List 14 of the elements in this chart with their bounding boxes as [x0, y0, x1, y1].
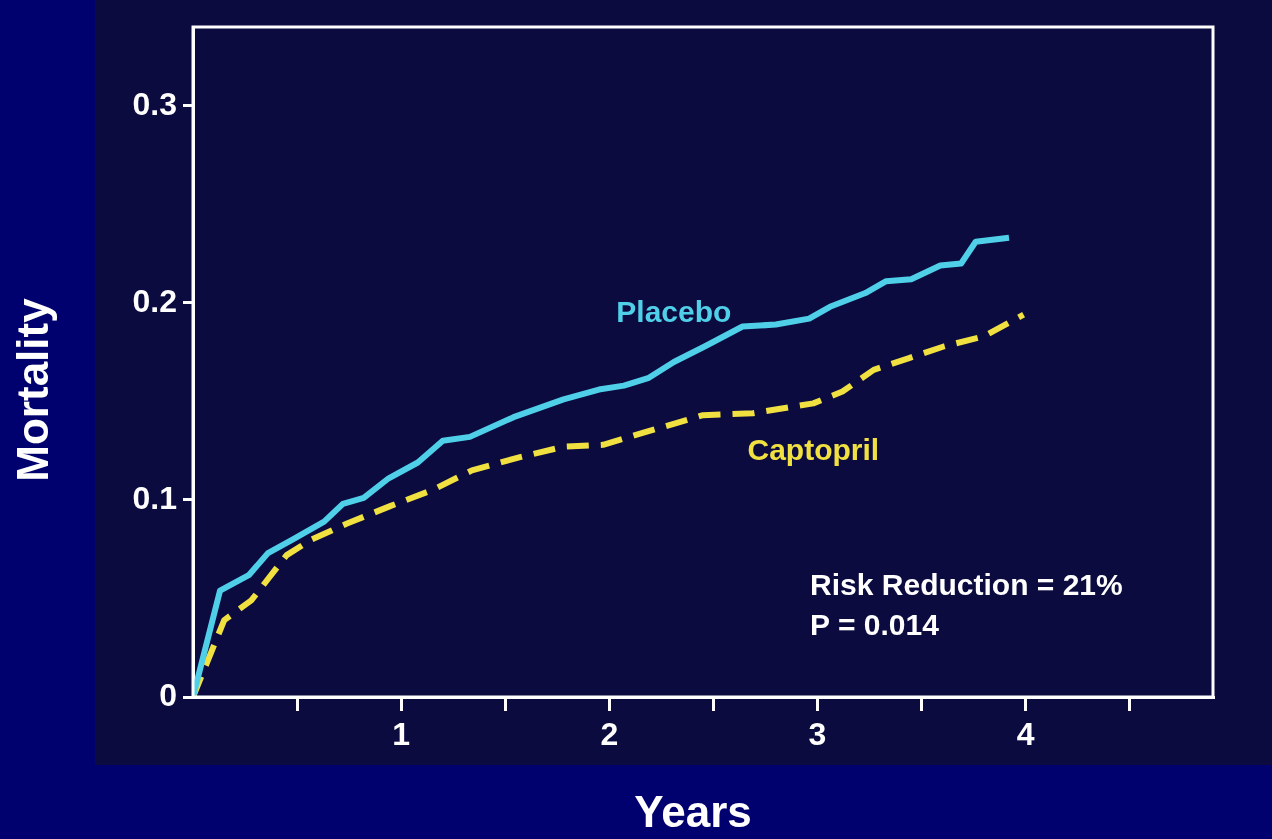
annotation: P = 0.014 — [810, 608, 940, 642]
annotation: Risk Reduction = 21% — [810, 568, 1123, 602]
series-label: Placebo — [616, 295, 732, 329]
x-tick-label: 3 — [808, 716, 827, 753]
x-axis-title: Years — [634, 787, 752, 837]
y-axis-title: Mortality — [8, 297, 58, 482]
y-tick-label: 0.3 — [132, 85, 177, 122]
x-tick-label: 4 — [1016, 716, 1035, 753]
y-tick-label: 0 — [159, 676, 177, 713]
y-tick-label: 0.1 — [132, 479, 177, 516]
x-tick-label: 2 — [600, 716, 619, 753]
y-tick-label: 0.2 — [132, 282, 177, 319]
series-label: Captopril — [747, 432, 880, 466]
x-tick-label: 1 — [392, 716, 411, 753]
